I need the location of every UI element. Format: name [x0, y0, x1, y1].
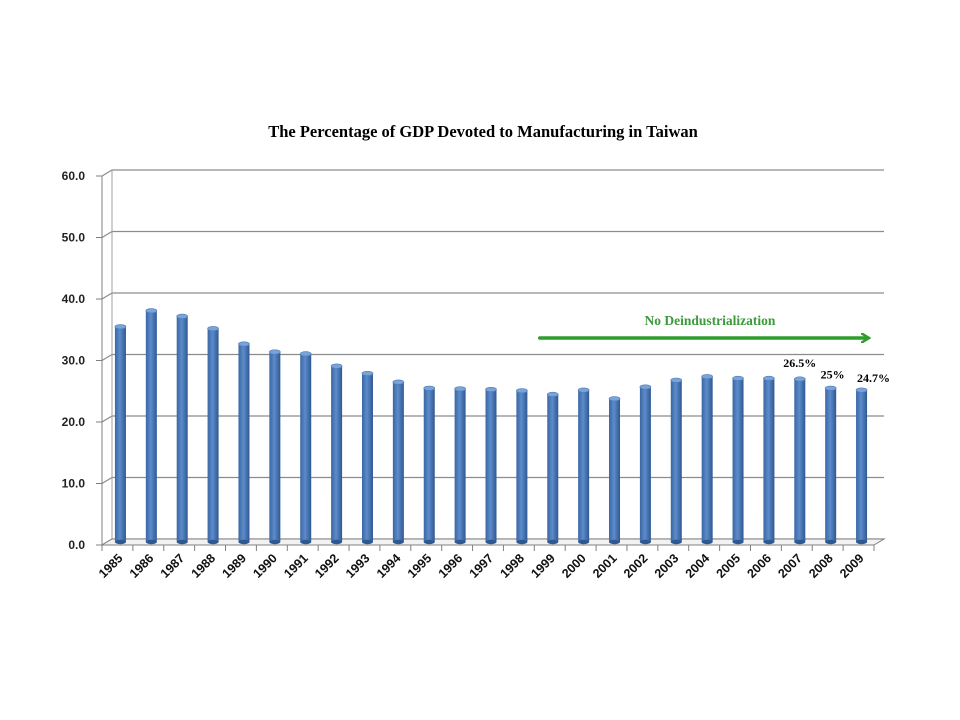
data-labels: 26.5% 25% 24.7%: [783, 356, 890, 385]
bar: [423, 385, 436, 545]
bar: [454, 386, 466, 545]
x-tick-label: 2000: [559, 551, 589, 581]
x-tick-label: 2003: [652, 551, 682, 581]
gridline: [101, 169, 884, 177]
bars: [114, 308, 868, 545]
bar: [114, 324, 127, 545]
annotation-text: No Deindustrialization: [645, 313, 776, 328]
x-tick-label: 1996: [436, 551, 466, 581]
x-tick-label: 2006: [744, 551, 774, 581]
y-tick-label: 30.0: [62, 354, 86, 368]
y-tick-label: 60.0: [62, 169, 86, 183]
y-tick-label: 40.0: [62, 292, 86, 306]
x-tick-label: 2008: [806, 551, 836, 581]
bar: [269, 349, 281, 545]
bar: [176, 313, 188, 545]
bar: [516, 388, 528, 545]
y-tick-label: 20.0: [62, 415, 86, 429]
gridline: [101, 353, 884, 362]
x-tick-label: 1994: [374, 551, 404, 581]
gridline: [101, 230, 884, 239]
data-label: 24.7%: [857, 371, 890, 385]
y-tick-label: 0.0: [68, 538, 85, 552]
x-tick-label: 2004: [683, 551, 713, 581]
x-tick-label: 1990: [250, 551, 280, 581]
x-tick-label: 2009: [837, 551, 867, 581]
bar: [701, 374, 713, 545]
bar: [855, 387, 868, 545]
bar: [485, 386, 497, 545]
x-tick-label: 1986: [127, 551, 157, 581]
bar: [207, 326, 219, 545]
x-tick-label: 2001: [590, 551, 620, 581]
bar: [330, 363, 343, 545]
x-tick-label: 1987: [158, 551, 188, 581]
x-tick-label: 1993: [343, 551, 373, 581]
x-tick-label: 1999: [528, 551, 558, 581]
annotation: No Deindustrialization: [538, 313, 868, 338]
bar: [392, 379, 405, 545]
x-tick-label: 1989: [220, 551, 250, 581]
bar: [546, 391, 559, 545]
bar: [238, 341, 250, 545]
bar: [145, 308, 158, 545]
bar: [299, 351, 312, 545]
x-tick-label: 1995: [405, 551, 435, 581]
y-tick-label: 10.0: [62, 477, 86, 491]
bar: [824, 385, 837, 545]
y-tick-label: 50.0: [62, 231, 86, 245]
bar: [670, 377, 683, 545]
bar: [608, 396, 621, 545]
x-tick-label: 2007: [775, 551, 805, 581]
gridline: [101, 292, 884, 300]
bar: [793, 376, 806, 545]
x-tick-label: 1991: [281, 551, 311, 581]
bar: [732, 375, 744, 545]
bar: [577, 387, 590, 545]
x-tick-label: 1997: [467, 551, 497, 581]
chart-title: The Percentage of GDP Devoted to Manufac…: [268, 122, 698, 141]
data-label: 26.5%: [783, 356, 816, 370]
x-tick-label: 1998: [497, 551, 527, 581]
bar: [639, 384, 652, 545]
x-tick-label: 1985: [96, 551, 126, 581]
x-tick-label: 2002: [621, 551, 651, 581]
x-axis: 1985 1986 1987 1988 1989 1990 1991 1992 1993 1994…: [96, 545, 875, 581]
bar: [763, 375, 775, 545]
data-label: 25%: [821, 367, 845, 381]
x-tick-label: 2005: [714, 551, 744, 581]
y-axis: 0.0 10.0 20.0 30.0 40.0 50.0 60.0: [62, 169, 86, 552]
bar: [361, 370, 374, 545]
x-tick-label: 1992: [312, 551, 342, 581]
x-tick-label: 1988: [189, 551, 219, 581]
